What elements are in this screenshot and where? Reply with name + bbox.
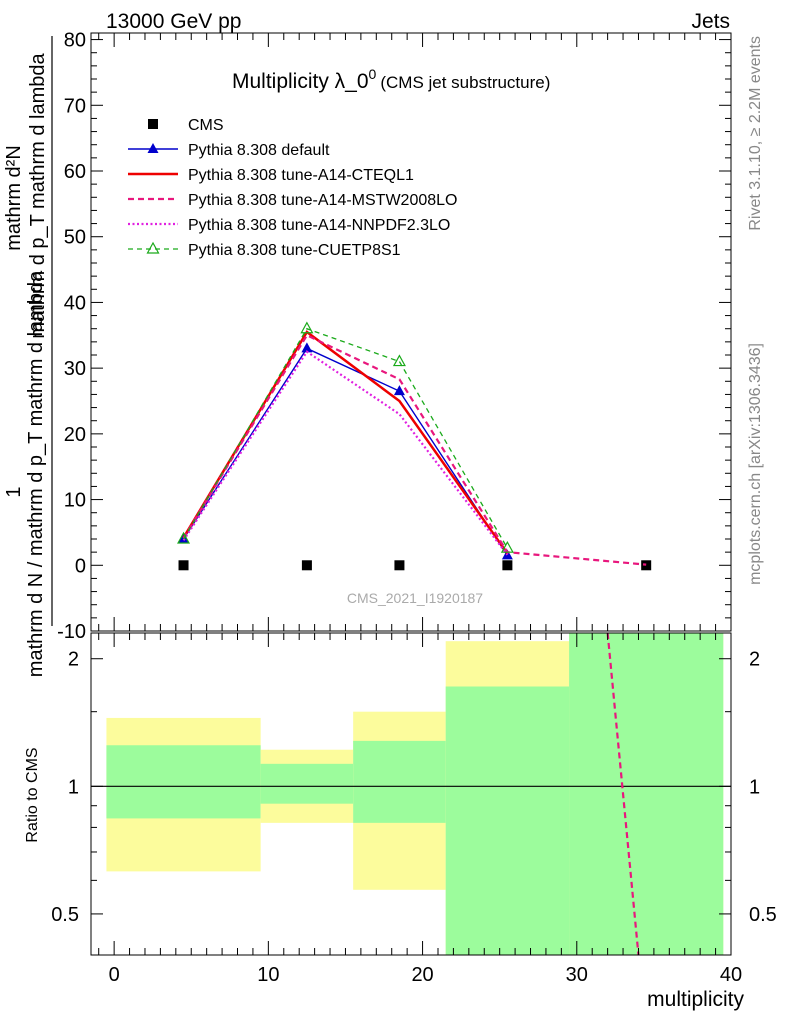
ratio-y-tick-label-right: 1 (749, 776, 760, 798)
ratio-series-layer (606, 632, 640, 956)
x-tick-label: 30 (566, 964, 588, 986)
analysis-watermark: CMS_2021_I1920187 (347, 590, 483, 606)
ratio-y-ticks: 0.5 0.5 1 1 2 2 (51, 649, 777, 926)
chart-title: Multiplicity λ_00 (CMS jet substructure) (232, 66, 550, 93)
ratio-y-label: Ratio to CMS (24, 747, 41, 842)
data-point (641, 560, 652, 571)
x-axis-label: multiplicity (647, 988, 744, 1011)
data-point (177, 531, 191, 544)
legend-label: Pythia 8.308 default (188, 142, 330, 159)
legend-entry: Pythia 8.308 tune-A14-MSTW2008LO (128, 192, 457, 209)
ratio-inner-band (569, 633, 724, 955)
data-point (393, 385, 405, 396)
chart-title-sup: 0 (369, 66, 377, 82)
data-point (147, 143, 159, 153)
data-point (392, 354, 406, 367)
series-line (182, 327, 508, 549)
ratio-bands (106, 633, 724, 955)
series-line (182, 347, 508, 556)
main-y-tick-label: 70 (64, 95, 86, 117)
legend-entry: Pythia 8.308 tune-CUETP8S1 (128, 241, 401, 259)
y-label-numerator-part2: mathrm d p_T mathrm d lambda (27, 52, 49, 338)
data-point (301, 560, 312, 571)
legend-entry: Pythia 8.308 tune-A14-NNPDF2.3LO (128, 217, 450, 234)
main-series-layer (177, 321, 652, 571)
main-y-tick-label: -10 (57, 621, 86, 643)
data-point (500, 540, 514, 553)
legend-entry: Pythia 8.308 default (128, 142, 330, 159)
ratio-y-tick-label-left: 2 (68, 649, 79, 671)
ratio-inner-band (260, 763, 354, 804)
legend-label: Pythia 8.308 tune-A14-MSTW2008LO (188, 192, 457, 209)
series-line (606, 632, 640, 956)
data-point (300, 321, 314, 334)
series-pythia-8-308-default (178, 342, 513, 560)
main-y-tick-label: 10 (64, 490, 86, 512)
y-label-denominator: mathrm d N / mathrm d p_T mathrm d lambd… (25, 270, 47, 677)
header-right: Jets (691, 10, 730, 33)
data-point (146, 241, 160, 254)
chart-title-main: Multiplicity λ_0 (232, 70, 369, 93)
main-y-tick-label: 40 (64, 292, 86, 314)
x-tick-label: 20 (411, 964, 433, 986)
legend-entry: Pythia 8.308 tune-A14-CTEQL1 (128, 167, 414, 184)
ratio-inner-band (445, 686, 570, 955)
y-axis-label: mathrm d²N mathrm d p_T mathrm d lambda … (3, 36, 53, 677)
legend: CMS Pythia 8.308 default Pythia 8.308 tune… (128, 117, 457, 259)
series-line (182, 330, 509, 555)
series-line (182, 333, 647, 566)
rivet-label: Rivet 3.1.10, ≥ 2.2M events (747, 36, 764, 231)
ratio-x-ticks: 0 10 20 30 40 (98, 633, 742, 986)
ratio-inner-band (106, 745, 261, 819)
series-cms (178, 560, 652, 571)
ratio-panel: 0.5 0.5 1 1 2 2 0 10 20 30 40 Ratio to CMS multip… (24, 632, 777, 1011)
chart-title-sub: (CMS jet substructure) (380, 73, 550, 92)
ratio-y-tick-label-left: 1 (68, 776, 79, 798)
header-left: 13000 GeV pp (106, 10, 241, 33)
legend-label: Pythia 8.308 tune-CUETP8S1 (188, 242, 401, 259)
series-line (182, 350, 509, 556)
main-y-tick-label: 20 (64, 424, 86, 446)
x-tick-label: 10 (257, 964, 279, 986)
ratio-y-tick-label-left: 0.5 (51, 904, 79, 926)
ratio-inner-band (353, 740, 446, 823)
main-y-tick-label: 0 (75, 555, 86, 577)
main-x-ticks (98, 33, 732, 631)
mcplots-label: mcplots.cern.ch [arXiv:1306.3436] (747, 343, 764, 585)
ratio-y-tick-label-right: 2 (749, 649, 760, 671)
x-tick-label: 40 (720, 964, 742, 986)
data-point (301, 342, 313, 353)
legend-label: CMS (188, 117, 224, 134)
x-tick-label: 0 (109, 964, 120, 986)
series-pythia-8-308-tune-a14-nnpdf2-3lo (182, 350, 509, 556)
main-y-ticks: -10 0 10 20 30 40 50 60 70 80 (57, 30, 731, 643)
series-pythia-8-308-tune-cuetp8s1 (177, 321, 514, 553)
series-pythia-8-308-tune-a14-mstw2008lo (182, 333, 647, 566)
y-label-numerator: mathrm d²N (3, 145, 25, 251)
main-y-tick-label: 30 (64, 358, 86, 380)
data-point (394, 560, 405, 571)
ratio-series-line (606, 632, 640, 956)
series-pythia-8-308-tune-a14-cteql1 (182, 330, 509, 555)
main-y-tick-label: 80 (64, 30, 86, 52)
main-frame (90, 32, 732, 632)
data-point (178, 560, 189, 571)
ratio-y-tick-label-right: 0.5 (749, 904, 777, 926)
legend-label: Pythia 8.308 tune-A14-NNPDF2.3LO (188, 217, 450, 234)
legend-label: Pythia 8.308 tune-A14-CTEQL1 (188, 167, 414, 184)
y-label-prefix: 1 (3, 486, 25, 497)
ratio-frame (90, 632, 732, 956)
main-y-tick-label: 50 (64, 227, 86, 249)
data-point (502, 560, 513, 571)
main-y-tick-label: 60 (64, 161, 86, 183)
legend-entry: CMS (148, 117, 224, 134)
data-point (148, 119, 158, 129)
